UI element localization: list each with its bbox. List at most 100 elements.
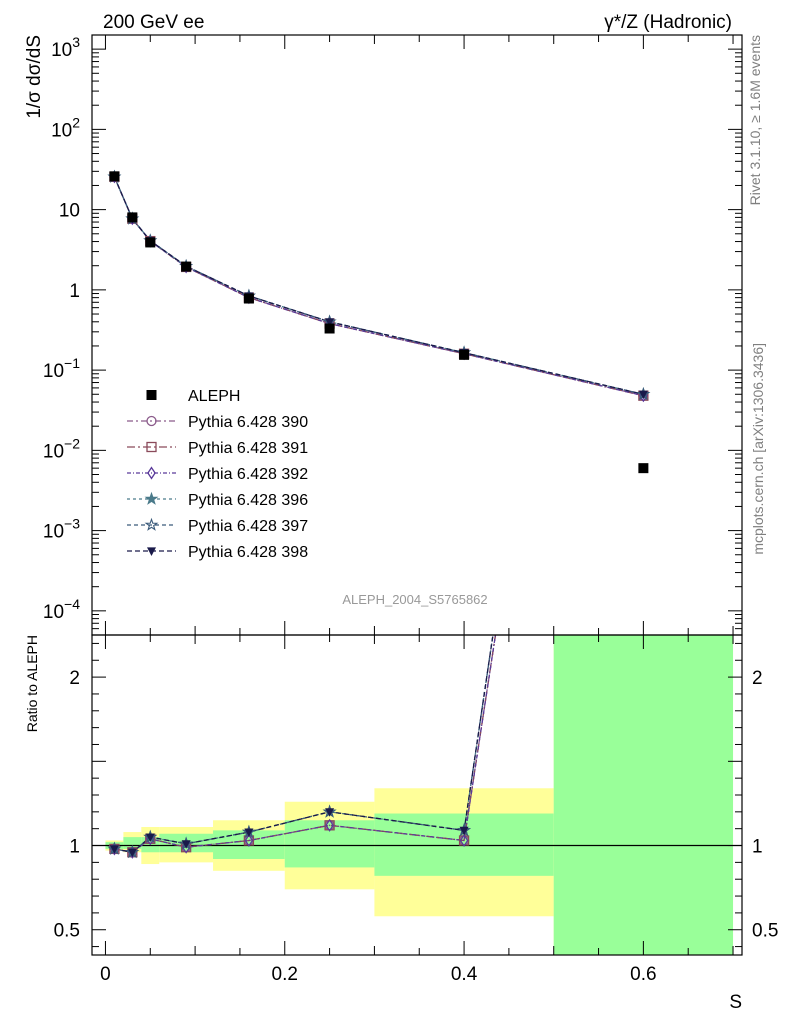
ratio-point-5-1 <box>127 848 137 858</box>
legend-marker-1-shape <box>146 441 157 453</box>
ratio-point-2-4-shape <box>244 833 254 848</box>
ratio-uncertainty-bands <box>92 635 742 955</box>
legend-marker-5 <box>147 547 156 556</box>
data-point-5 <box>324 323 335 334</box>
legend-marker-0-shape <box>146 415 157 427</box>
green-band-7 <box>553 635 734 955</box>
ratio-point-5-4 <box>244 828 254 838</box>
ratio-point-5-3 <box>181 840 191 849</box>
main-line-1 <box>113 176 644 397</box>
ratio-ytick-label-right-0: 2 <box>752 668 763 689</box>
legend-marker-4-shape <box>144 517 159 531</box>
ratio-point-2-5-shape <box>325 818 334 832</box>
ratio-point-2-4 <box>244 833 254 848</box>
data-point-3 <box>181 261 192 272</box>
ratio-point-5-3-shape <box>181 840 191 849</box>
ratio-series-group <box>107 635 497 859</box>
ratio-ytick-label-left-1: 1 <box>69 837 80 858</box>
legend-label-0: Pythia 6.428 390 <box>188 414 308 431</box>
ratio-point-5-5 <box>325 808 335 817</box>
legend-marker-1 <box>146 441 157 453</box>
analysis-id: ALEPH_2004_S5765862 <box>342 592 487 607</box>
main-point-5-7-shape <box>638 390 648 400</box>
ratio-point-5-4-shape <box>244 828 254 838</box>
legend-marker-data <box>146 390 157 400</box>
data-point-0 <box>109 171 120 182</box>
legend-label-4: Pythia 6.428 397 <box>188 518 308 535</box>
data-point-2-shape <box>145 237 156 248</box>
rivet-label: Rivet 3.1.10, ≥ 1.6M events <box>747 35 763 205</box>
ratio-point-5-5-shape <box>325 808 335 817</box>
data-point-0-shape <box>109 171 120 182</box>
ratio-ylabel: Ratio to ALEPH <box>24 635 40 732</box>
main-ytick-label-1: 102 <box>51 114 80 141</box>
x-axis-label: S <box>729 992 742 1013</box>
legend-label-2: Pythia 6.428 392 <box>188 466 308 483</box>
ratio-ytick-label-left-0: 2 <box>69 668 80 689</box>
header-left: 200 GeV ee <box>103 12 204 33</box>
main-point-5-5 <box>325 318 335 327</box>
main-point-5-5-shape <box>325 318 335 327</box>
legend-marker-2-shape <box>147 466 156 480</box>
data-point-6 <box>459 349 470 360</box>
data-point-4-shape <box>243 293 254 304</box>
xtick-label-0: 0 <box>100 964 111 985</box>
data-point-7-shape <box>638 463 649 474</box>
ratio-ytick-label-right-1: 1 <box>752 837 763 858</box>
data-point-3-shape <box>181 261 192 272</box>
legend-marker-3 <box>144 491 159 505</box>
data-point-4 <box>243 293 254 304</box>
main-line-5 <box>113 176 644 395</box>
ratio-point-5-2-shape <box>145 833 155 843</box>
header-right: γ*/Z (Hadronic) <box>604 12 732 33</box>
legend-label-1: Pythia 6.428 391 <box>188 440 308 457</box>
legend-marker-data-shape <box>146 390 157 400</box>
ratio-point-5-6 <box>459 826 469 836</box>
legend-label-5: Pythia 6.428 398 <box>188 544 308 561</box>
main-line-4 <box>113 176 644 395</box>
green-band-5 <box>284 820 375 868</box>
main-series-group <box>107 169 651 474</box>
ratio-point-5-1-shape <box>127 848 137 858</box>
main-point-5-7 <box>638 390 648 400</box>
xtick-label-3: 0.6 <box>630 964 656 985</box>
data-point-2 <box>145 237 156 248</box>
ratio-ytick-label-right-2: 0.5 <box>752 921 778 942</box>
legend-marker-0 <box>146 415 157 427</box>
main-ytick-label-2: 10 <box>59 201 80 222</box>
main-ytick-label-7: 10−4 <box>43 596 80 623</box>
xtick-label-1: 0.2 <box>272 964 298 985</box>
legend-marker-4 <box>144 517 159 531</box>
main-line-0 <box>113 176 644 397</box>
ratio-point-5-0 <box>109 845 119 854</box>
ratio-point-2-5 <box>325 818 334 832</box>
legend-marker-2 <box>147 466 156 480</box>
ratio-line-5 <box>114 635 494 853</box>
ratio-point-5-6-shape <box>459 826 469 836</box>
data-point-7 <box>638 463 649 474</box>
main-ytick-label-4: 10−1 <box>43 355 80 382</box>
main-line-3 <box>113 176 644 395</box>
main-ytick-label-3: 1 <box>69 281 80 302</box>
legend: ALEPH Pythia 6.428 390 Pythia 6.428 391 Pyt… <box>127 388 308 561</box>
ratio-point-2-6 <box>459 833 469 848</box>
legend-label-data: ALEPH <box>188 388 240 405</box>
main-ytick-label-0: 103 <box>51 34 80 61</box>
main-line-2 <box>113 176 644 397</box>
ratio-point-5-2 <box>145 833 155 843</box>
ratio-point-2-6-shape <box>459 833 469 848</box>
green-band-1 <box>123 837 142 849</box>
ratio-point-5-0-shape <box>109 845 119 854</box>
data-point-5-shape <box>324 323 335 334</box>
main-ytick-label-5: 10−2 <box>43 435 80 462</box>
ratio-ytick-label-left-2: 0.5 <box>54 921 80 942</box>
mcplots-label: mcplots.cern.ch [arXiv:1306.3436] <box>750 343 766 555</box>
data-point-1 <box>127 212 138 223</box>
legend-label-3: Pythia 6.428 396 <box>188 492 308 509</box>
data-point-6-shape <box>459 349 470 360</box>
data-point-1-shape <box>127 212 138 223</box>
legend-marker-5-shape <box>147 547 156 556</box>
main-ylabel: 1/σ dσ/dS <box>24 35 45 119</box>
